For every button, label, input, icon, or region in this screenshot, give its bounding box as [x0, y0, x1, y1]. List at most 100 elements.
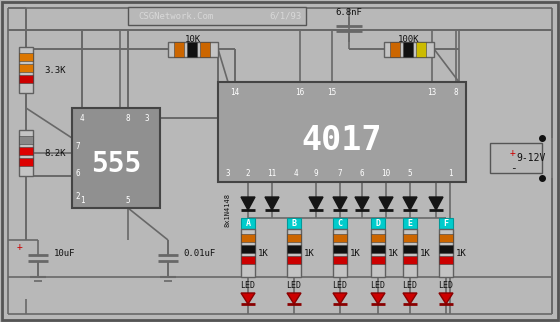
Bar — [390, 42, 400, 57]
Polygon shape — [309, 197, 323, 210]
Text: 4: 4 — [80, 113, 85, 122]
Bar — [19, 64, 33, 72]
Polygon shape — [379, 197, 393, 210]
Text: 1K: 1K — [258, 249, 269, 258]
Bar — [333, 245, 347, 253]
Bar — [287, 218, 301, 229]
Text: 4017: 4017 — [302, 124, 382, 156]
Bar — [371, 234, 385, 242]
Bar — [439, 218, 453, 229]
Polygon shape — [403, 197, 417, 210]
Text: A: A — [245, 219, 250, 228]
Bar — [72, 108, 160, 208]
Bar — [241, 245, 255, 253]
Text: 5: 5 — [408, 168, 412, 177]
Bar — [384, 42, 434, 57]
Bar — [241, 218, 255, 229]
Polygon shape — [241, 293, 255, 304]
Bar — [490, 143, 542, 173]
Bar — [371, 256, 385, 264]
Text: LED: LED — [438, 280, 454, 289]
Text: 0.01uF: 0.01uF — [183, 249, 215, 258]
Text: 11: 11 — [267, 168, 277, 177]
Text: -: - — [510, 163, 517, 173]
Text: 3: 3 — [226, 168, 230, 177]
Polygon shape — [241, 197, 255, 210]
Bar — [403, 42, 413, 57]
Text: 3: 3 — [144, 113, 150, 122]
Polygon shape — [287, 293, 301, 304]
Bar — [287, 234, 301, 242]
Bar — [439, 229, 453, 277]
Bar — [403, 218, 417, 229]
Text: 16: 16 — [295, 88, 305, 97]
Bar — [439, 234, 453, 242]
Text: 7: 7 — [338, 168, 342, 177]
Bar — [403, 245, 417, 253]
Bar — [19, 136, 33, 144]
Bar — [19, 53, 33, 61]
Text: LED: LED — [371, 280, 385, 289]
Bar — [287, 256, 301, 264]
Text: 6: 6 — [76, 168, 80, 177]
Text: LED: LED — [403, 280, 418, 289]
Text: 8: 8 — [125, 113, 130, 122]
Text: 1: 1 — [80, 195, 85, 204]
Bar — [241, 229, 255, 277]
Bar — [19, 75, 33, 83]
Text: 10: 10 — [381, 168, 391, 177]
Text: 2: 2 — [246, 168, 250, 177]
Bar — [403, 234, 417, 242]
Bar — [287, 245, 301, 253]
Text: 8: 8 — [454, 88, 458, 97]
Text: 6/1/93: 6/1/93 — [269, 12, 301, 21]
Bar — [200, 42, 210, 57]
Bar — [371, 218, 385, 229]
Polygon shape — [403, 293, 417, 304]
Text: +: + — [17, 242, 23, 252]
Bar — [371, 229, 385, 277]
Polygon shape — [355, 197, 369, 210]
Bar — [19, 130, 33, 176]
Text: 13: 13 — [427, 88, 437, 97]
Text: B: B — [292, 219, 296, 228]
Text: LED: LED — [240, 280, 255, 289]
Text: +: + — [510, 148, 516, 158]
Text: 6.8nF: 6.8nF — [335, 7, 362, 16]
Text: 9: 9 — [314, 168, 318, 177]
Text: CSGNetwork.Com: CSGNetwork.Com — [138, 12, 213, 21]
Bar — [333, 218, 347, 229]
Text: 9-12V: 9-12V — [516, 153, 545, 163]
Polygon shape — [429, 197, 443, 210]
Text: C: C — [338, 219, 343, 228]
Bar — [241, 234, 255, 242]
Text: 14: 14 — [230, 88, 240, 97]
Bar — [333, 229, 347, 277]
Polygon shape — [333, 293, 347, 304]
Bar — [241, 256, 255, 264]
Text: 3.3K: 3.3K — [44, 65, 66, 74]
Bar — [333, 256, 347, 264]
Bar — [19, 158, 33, 166]
Bar — [439, 256, 453, 264]
Text: 5: 5 — [125, 195, 130, 204]
Text: 1K: 1K — [420, 249, 431, 258]
Text: 15: 15 — [328, 88, 337, 97]
Polygon shape — [371, 293, 385, 304]
Text: LED: LED — [287, 280, 301, 289]
Bar — [403, 256, 417, 264]
Text: E: E — [408, 219, 413, 228]
Text: 10uF: 10uF — [54, 249, 76, 258]
Bar — [168, 42, 218, 57]
Bar — [371, 245, 385, 253]
Text: 1: 1 — [447, 168, 452, 177]
Text: 1K: 1K — [350, 249, 361, 258]
Text: 8.2K: 8.2K — [44, 148, 66, 157]
Bar — [403, 229, 417, 277]
Text: 7: 7 — [76, 141, 80, 150]
Polygon shape — [439, 293, 453, 304]
Text: 1K: 1K — [456, 249, 466, 258]
Bar — [19, 147, 33, 155]
Bar — [416, 42, 426, 57]
Bar — [174, 42, 184, 57]
